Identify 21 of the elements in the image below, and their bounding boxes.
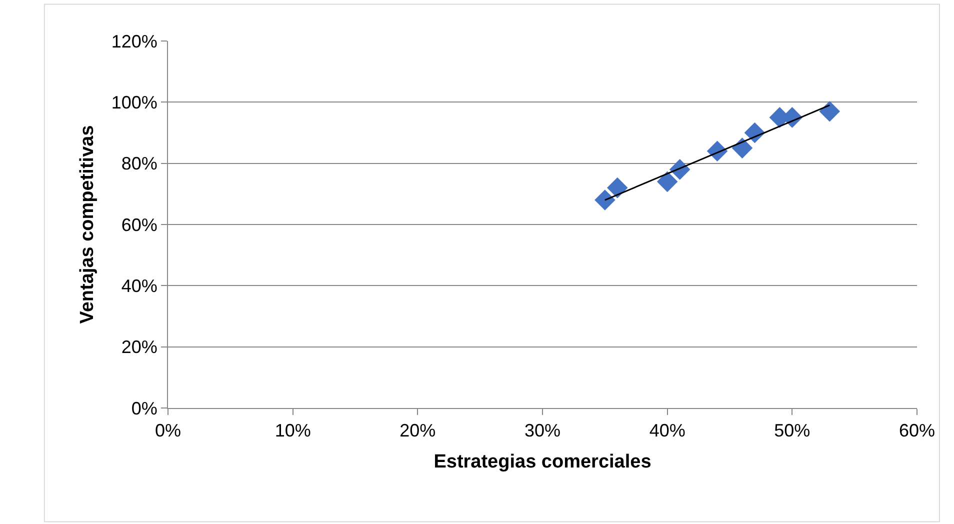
y-tick-label: 120% [111, 31, 158, 52]
point [656, 171, 678, 192]
y-axis-title: Ventajas competitivas [77, 125, 98, 324]
x-tick-label: 20% [400, 420, 436, 441]
y-tick-label: 80% [121, 154, 158, 174]
x-tick-label: 10% [274, 420, 311, 441]
x-axis-title: Estrategias comerciales [434, 451, 652, 472]
x-tick-label: 40% [649, 420, 686, 441]
point [594, 190, 616, 210]
y-tick-label: 60% [121, 214, 158, 235]
y-tick-label: 20% [121, 337, 158, 358]
point [732, 138, 753, 158]
point [607, 177, 628, 198]
y-tick-label: 0% [131, 398, 158, 418]
point [819, 100, 840, 122]
y-tick-label: 100% [111, 92, 158, 112]
x-tick-label: 0% [154, 420, 182, 441]
y-tick-label: 40% [121, 276, 158, 296]
x-tick-label: 60% [898, 420, 936, 441]
x-tick-label: 50% [774, 420, 810, 441]
x-tick-label: 30% [524, 420, 561, 441]
